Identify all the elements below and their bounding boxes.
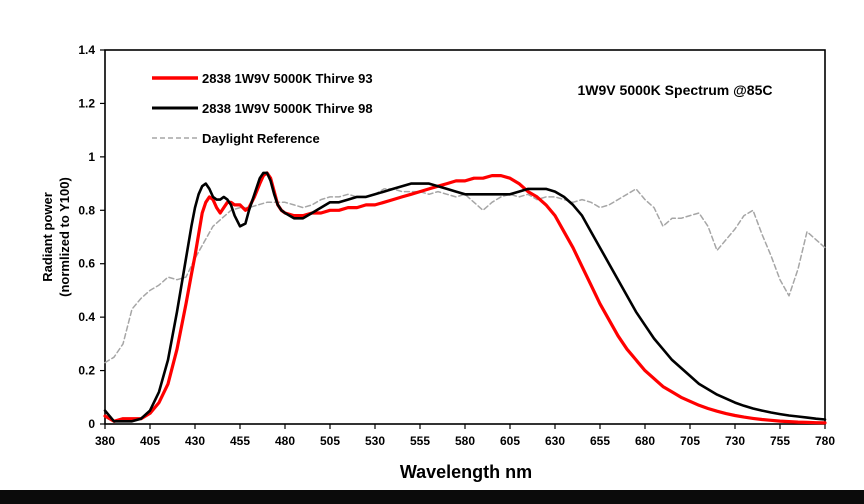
x-tick-label: 680 <box>635 434 655 448</box>
legend: 2838 1W9V 5000K Thirve 93 2838 1W9V 5000… <box>152 71 373 146</box>
series-line-thrive-93 <box>103 171 827 425</box>
x-tick-label: 405 <box>140 434 160 448</box>
y-tick-label: 0.6 <box>78 257 95 271</box>
x-tick-label: 480 <box>275 434 295 448</box>
y-tick-label: 1 <box>88 150 95 164</box>
y-axis-label-line2: (normlized to Y100) <box>57 177 72 297</box>
x-tick-label: 755 <box>770 434 790 448</box>
y-axis-label-line1: Radiant power <box>40 192 55 282</box>
legend-label-thrive-98: 2838 1W9V 5000K Thirve 98 <box>202 101 373 116</box>
x-tick-label: 430 <box>185 434 205 448</box>
y-tick-label: 0.2 <box>78 364 95 378</box>
legend-label-daylight: Daylight Reference <box>202 131 320 146</box>
x-tick-label: 380 <box>95 434 115 448</box>
series-line-daylight-reference <box>104 188 826 364</box>
series-line-thrive-98 <box>103 171 827 423</box>
x-axis-label: Wavelength nm <box>400 462 532 482</box>
x-tick-label: 580 <box>455 434 475 448</box>
y-tick-label: 0 <box>88 417 95 431</box>
x-tick-label: 530 <box>365 434 385 448</box>
y-tick-label: 1.4 <box>78 43 95 57</box>
legend-label-thrive-93: 2838 1W9V 5000K Thirve 93 <box>202 71 373 86</box>
x-tick-label: 780 <box>815 434 835 448</box>
window-bottom-bar <box>0 490 864 504</box>
y-tick-label: 1.2 <box>78 96 95 110</box>
y-tick-label: 0.4 <box>78 310 95 324</box>
x-tick-label: 505 <box>320 434 340 448</box>
x-tick-label: 655 <box>590 434 610 448</box>
x-tick-label: 630 <box>545 434 565 448</box>
x-tick-label: 455 <box>230 434 250 448</box>
x-tick-label: 730 <box>725 434 745 448</box>
x-tick-label: 605 <box>500 434 520 448</box>
y-tick-label: 0.8 <box>78 203 95 217</box>
x-tick-label: 705 <box>680 434 700 448</box>
chart-title: 1W9V 5000K Spectrum @85C <box>578 82 773 98</box>
x-tick-label: 555 <box>410 434 430 448</box>
